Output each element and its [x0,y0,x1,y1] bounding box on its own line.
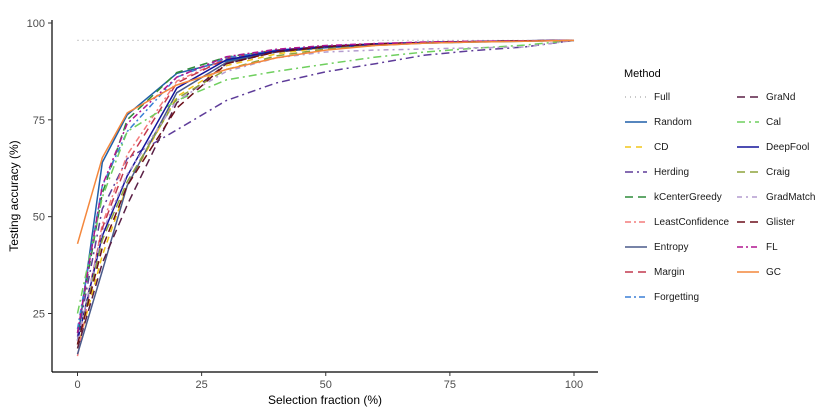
series-random [76,39,575,341]
series-entropy [76,39,575,355]
y-tick-label: 75 [33,115,45,127]
x-tick-label: 100 [565,379,583,391]
y-axis-ticks: 25 50 75 100 [27,18,52,321]
series-gc [76,39,575,245]
series-cal [76,39,575,314]
series-fl [76,39,575,334]
series-leastconfidence [76,39,575,357]
y-axis-label: Testing accuracy (%) [7,140,21,251]
series-forgetting [76,39,575,330]
x-tick-label: 75 [444,379,456,391]
axes [51,20,598,373]
y-tick-label: 100 [27,18,45,30]
series-kcentergreedy [76,39,575,334]
series-grand [76,39,575,349]
x-axis-label: Selection fraction (%) [268,393,382,407]
y-tick-label: 50 [33,212,45,224]
x-tick-label: 0 [74,379,80,391]
series-craig [76,39,575,345]
series-margin [76,39,575,345]
series-herding [76,39,575,337]
x-axis-ticks: 0 25 50 75 100 [74,372,583,391]
series-cd [76,39,575,349]
series-gradmatch [76,39,575,341]
y-tick-label: 25 [33,309,45,321]
series-glister [76,39,575,345]
x-tick-label: 25 [196,379,208,391]
x-tick-label: 50 [320,379,332,391]
series-deepfool [76,39,575,341]
series-lines [76,39,575,357]
